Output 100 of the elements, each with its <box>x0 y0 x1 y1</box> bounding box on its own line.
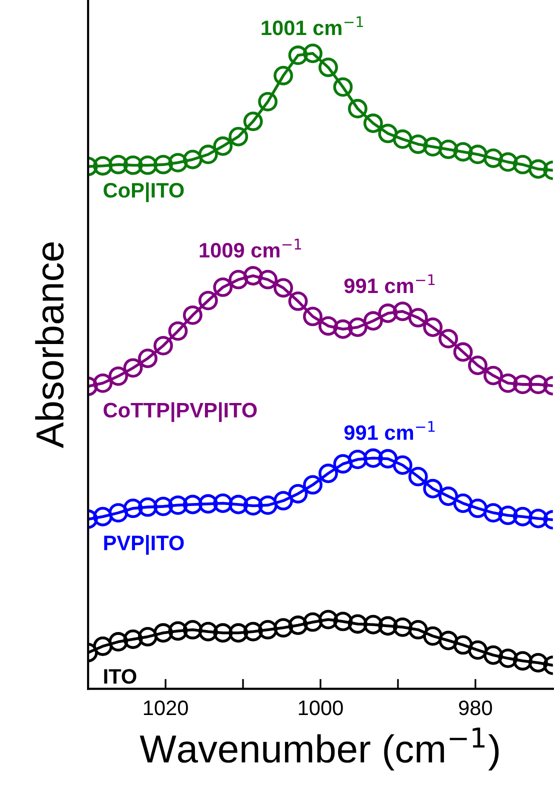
point <box>438 486 458 506</box>
point <box>498 648 518 668</box>
point <box>138 497 158 517</box>
point <box>392 129 412 149</box>
point <box>123 358 143 378</box>
point <box>123 155 143 175</box>
point <box>303 612 322 632</box>
series-label: PVP|ITO <box>104 535 184 555</box>
point <box>348 450 368 470</box>
point <box>512 651 532 671</box>
point <box>93 156 113 176</box>
point <box>333 77 353 97</box>
annotation: 991 cm$^{−1}$ <box>344 274 435 294</box>
x-axis-title: Wavenumber (cm$^{−1}$) <box>140 728 499 770</box>
point <box>392 302 412 322</box>
point <box>303 44 322 64</box>
point <box>93 636 113 656</box>
point <box>138 155 158 175</box>
point <box>198 144 218 164</box>
point <box>288 46 308 66</box>
point <box>303 306 322 326</box>
point <box>423 478 443 498</box>
point <box>512 506 532 526</box>
point <box>288 291 308 311</box>
point <box>288 616 308 635</box>
point <box>168 152 188 172</box>
point <box>138 348 158 368</box>
point <box>408 620 428 640</box>
point <box>528 159 548 179</box>
point <box>108 366 128 386</box>
point <box>392 617 412 637</box>
point <box>258 495 278 515</box>
point <box>512 374 532 394</box>
point <box>378 449 398 468</box>
point <box>363 614 383 634</box>
series-label: CoTTP|PVP|ITO <box>104 402 257 422</box>
point <box>438 328 458 348</box>
point <box>423 137 443 157</box>
point <box>303 475 322 495</box>
point <box>108 154 128 174</box>
point <box>453 494 473 513</box>
point <box>484 148 503 168</box>
point <box>108 632 128 652</box>
point <box>213 136 233 156</box>
point <box>528 508 548 528</box>
point <box>198 622 218 642</box>
point <box>182 150 202 170</box>
x-tick-label: 1000 <box>298 700 343 716</box>
point <box>528 374 548 394</box>
point <box>198 494 218 514</box>
point <box>274 490 294 510</box>
point <box>468 144 488 164</box>
point <box>453 342 473 362</box>
point <box>288 484 308 504</box>
point <box>228 494 248 514</box>
point <box>168 321 188 341</box>
point <box>228 126 248 146</box>
point <box>378 304 398 323</box>
point <box>198 290 218 310</box>
point <box>348 614 368 634</box>
point <box>182 305 202 325</box>
point <box>468 356 488 376</box>
point <box>333 319 353 339</box>
point <box>363 114 383 133</box>
point <box>528 653 548 672</box>
point <box>318 316 338 336</box>
point <box>274 278 294 298</box>
point <box>168 495 188 515</box>
point <box>333 612 353 632</box>
point <box>258 620 278 640</box>
point <box>168 621 188 641</box>
point <box>93 506 113 526</box>
point <box>392 455 412 475</box>
point <box>108 503 128 523</box>
point <box>318 464 338 484</box>
point <box>498 373 518 393</box>
point <box>123 498 143 518</box>
point <box>348 98 368 118</box>
point <box>408 308 428 328</box>
point <box>378 616 398 636</box>
point <box>154 496 173 516</box>
point <box>363 448 383 468</box>
point <box>408 134 428 154</box>
point <box>154 336 173 356</box>
point <box>453 635 473 655</box>
point <box>438 630 458 650</box>
point <box>333 454 353 474</box>
point <box>243 622 263 642</box>
point <box>154 154 173 174</box>
point <box>423 626 443 646</box>
series-label: CoP|ITO <box>104 182 184 202</box>
annotation: 1009 cm$^{−1}$ <box>200 238 302 258</box>
point <box>228 623 248 643</box>
point <box>512 154 532 174</box>
x-tick-label: 1020 <box>144 700 188 716</box>
y-axis-title: Absorbance <box>35 242 64 448</box>
point <box>363 311 383 331</box>
point <box>484 503 503 523</box>
annotation: 991 cm$^{−1}$ <box>344 421 435 440</box>
point <box>348 318 368 337</box>
